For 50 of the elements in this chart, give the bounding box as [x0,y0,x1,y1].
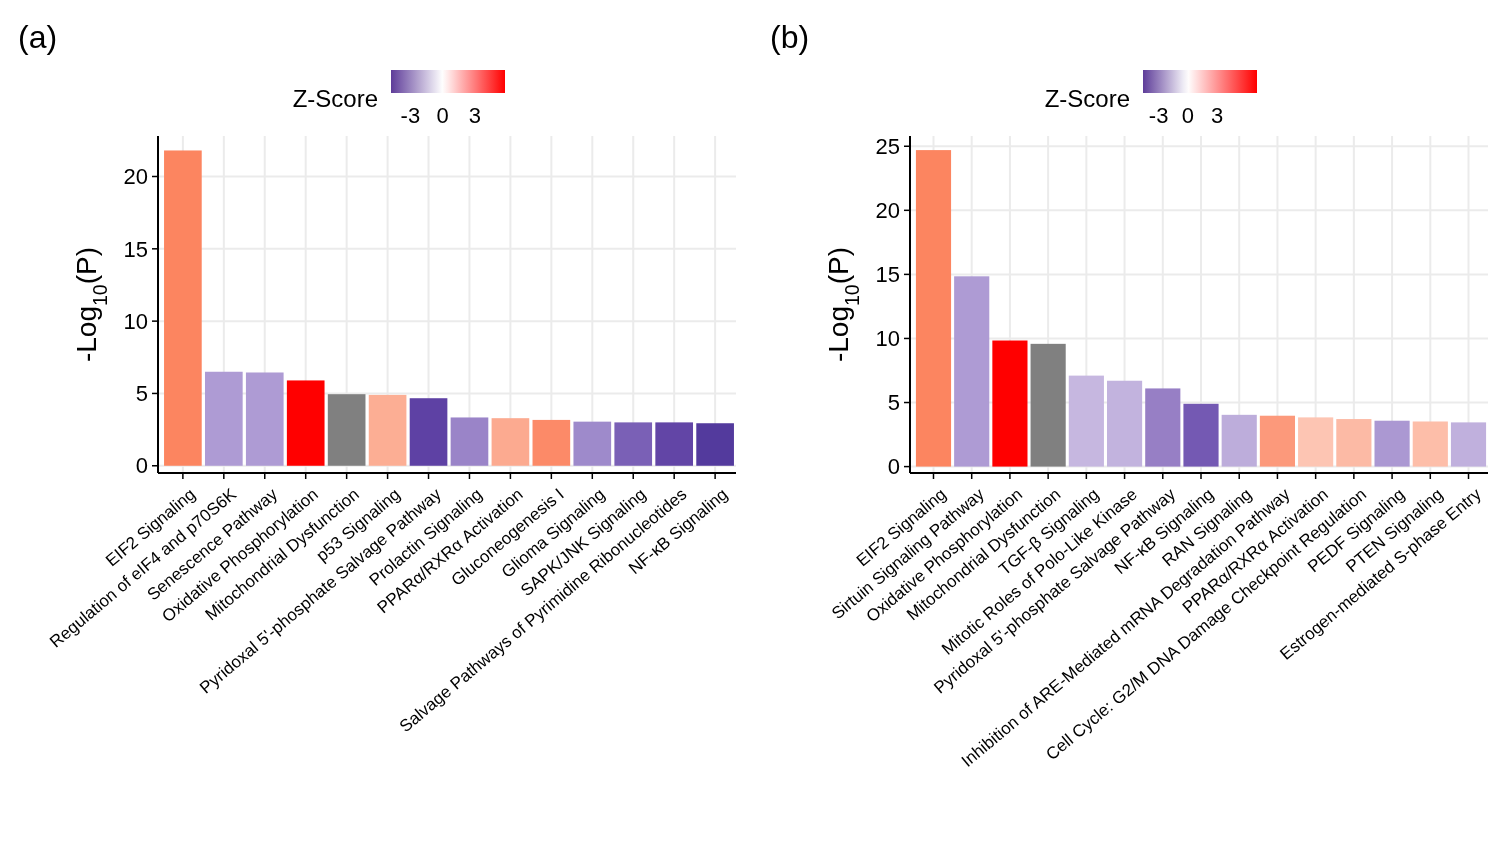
bar [450,417,489,466]
bar [409,398,448,466]
bar [1259,415,1296,467]
bar [1183,403,1219,467]
bar [954,276,990,467]
bar [1336,419,1372,467]
color-bar-label: 0 [1181,103,1194,128]
bar [327,394,366,466]
bar [368,394,407,466]
bar [245,372,284,466]
y-tick-label: 0 [887,454,900,480]
bar [491,418,530,466]
bar [1145,388,1181,467]
y-tick-label: 10 [123,308,148,334]
color-bar-label: 3 [468,103,482,128]
bar [1030,343,1066,467]
bar [532,419,571,466]
y-tick-label: 0 [135,453,148,479]
bar [992,340,1028,467]
color-bar-label: -3 [400,103,421,128]
color-bar-label: 3 [1210,103,1224,128]
bar [1106,380,1143,467]
y-tick-label: 25 [875,133,900,159]
y-tick-label: 15 [123,236,148,262]
color-bar-label: 0 [436,103,449,128]
bar [573,421,612,466]
bar [915,150,952,467]
bar [1298,417,1334,467]
y-tick-label: 5 [887,390,900,416]
y-tick-label: 20 [875,198,900,224]
y-tick-label: 15 [875,262,900,288]
y-tick-label: 5 [135,381,148,407]
bar [164,150,202,466]
bar [1374,420,1410,467]
bar [1068,375,1104,467]
bar [614,422,653,466]
bar [655,422,694,466]
bar [1221,414,1257,467]
y-tick-label: 10 [875,326,900,352]
y-tick-label: 20 [123,164,148,190]
color-bar-label: -3 [1148,103,1169,128]
bar [696,423,734,466]
chart-title: (a) [18,19,58,55]
chart-title: (b) [770,19,810,55]
color-bar-title: Z-Score [1044,85,1130,112]
bar [286,380,325,466]
color-bar-title: Z-Score [292,85,378,112]
bar [1412,421,1448,467]
bar [1450,422,1487,467]
bar [204,371,243,466]
